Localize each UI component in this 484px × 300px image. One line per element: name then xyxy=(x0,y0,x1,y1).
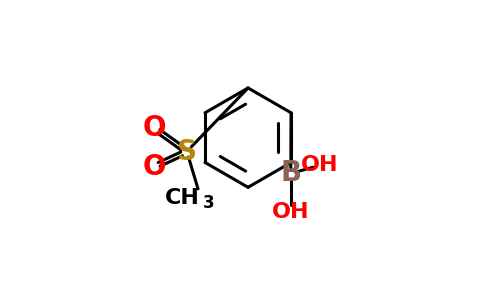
Text: OH: OH xyxy=(272,202,310,222)
Text: O: O xyxy=(143,152,166,181)
Text: OH: OH xyxy=(301,155,338,176)
Text: 3: 3 xyxy=(203,194,214,212)
Text: O: O xyxy=(143,114,166,142)
Text: CH: CH xyxy=(165,188,199,208)
Text: B: B xyxy=(280,159,302,188)
Text: S: S xyxy=(177,137,197,166)
